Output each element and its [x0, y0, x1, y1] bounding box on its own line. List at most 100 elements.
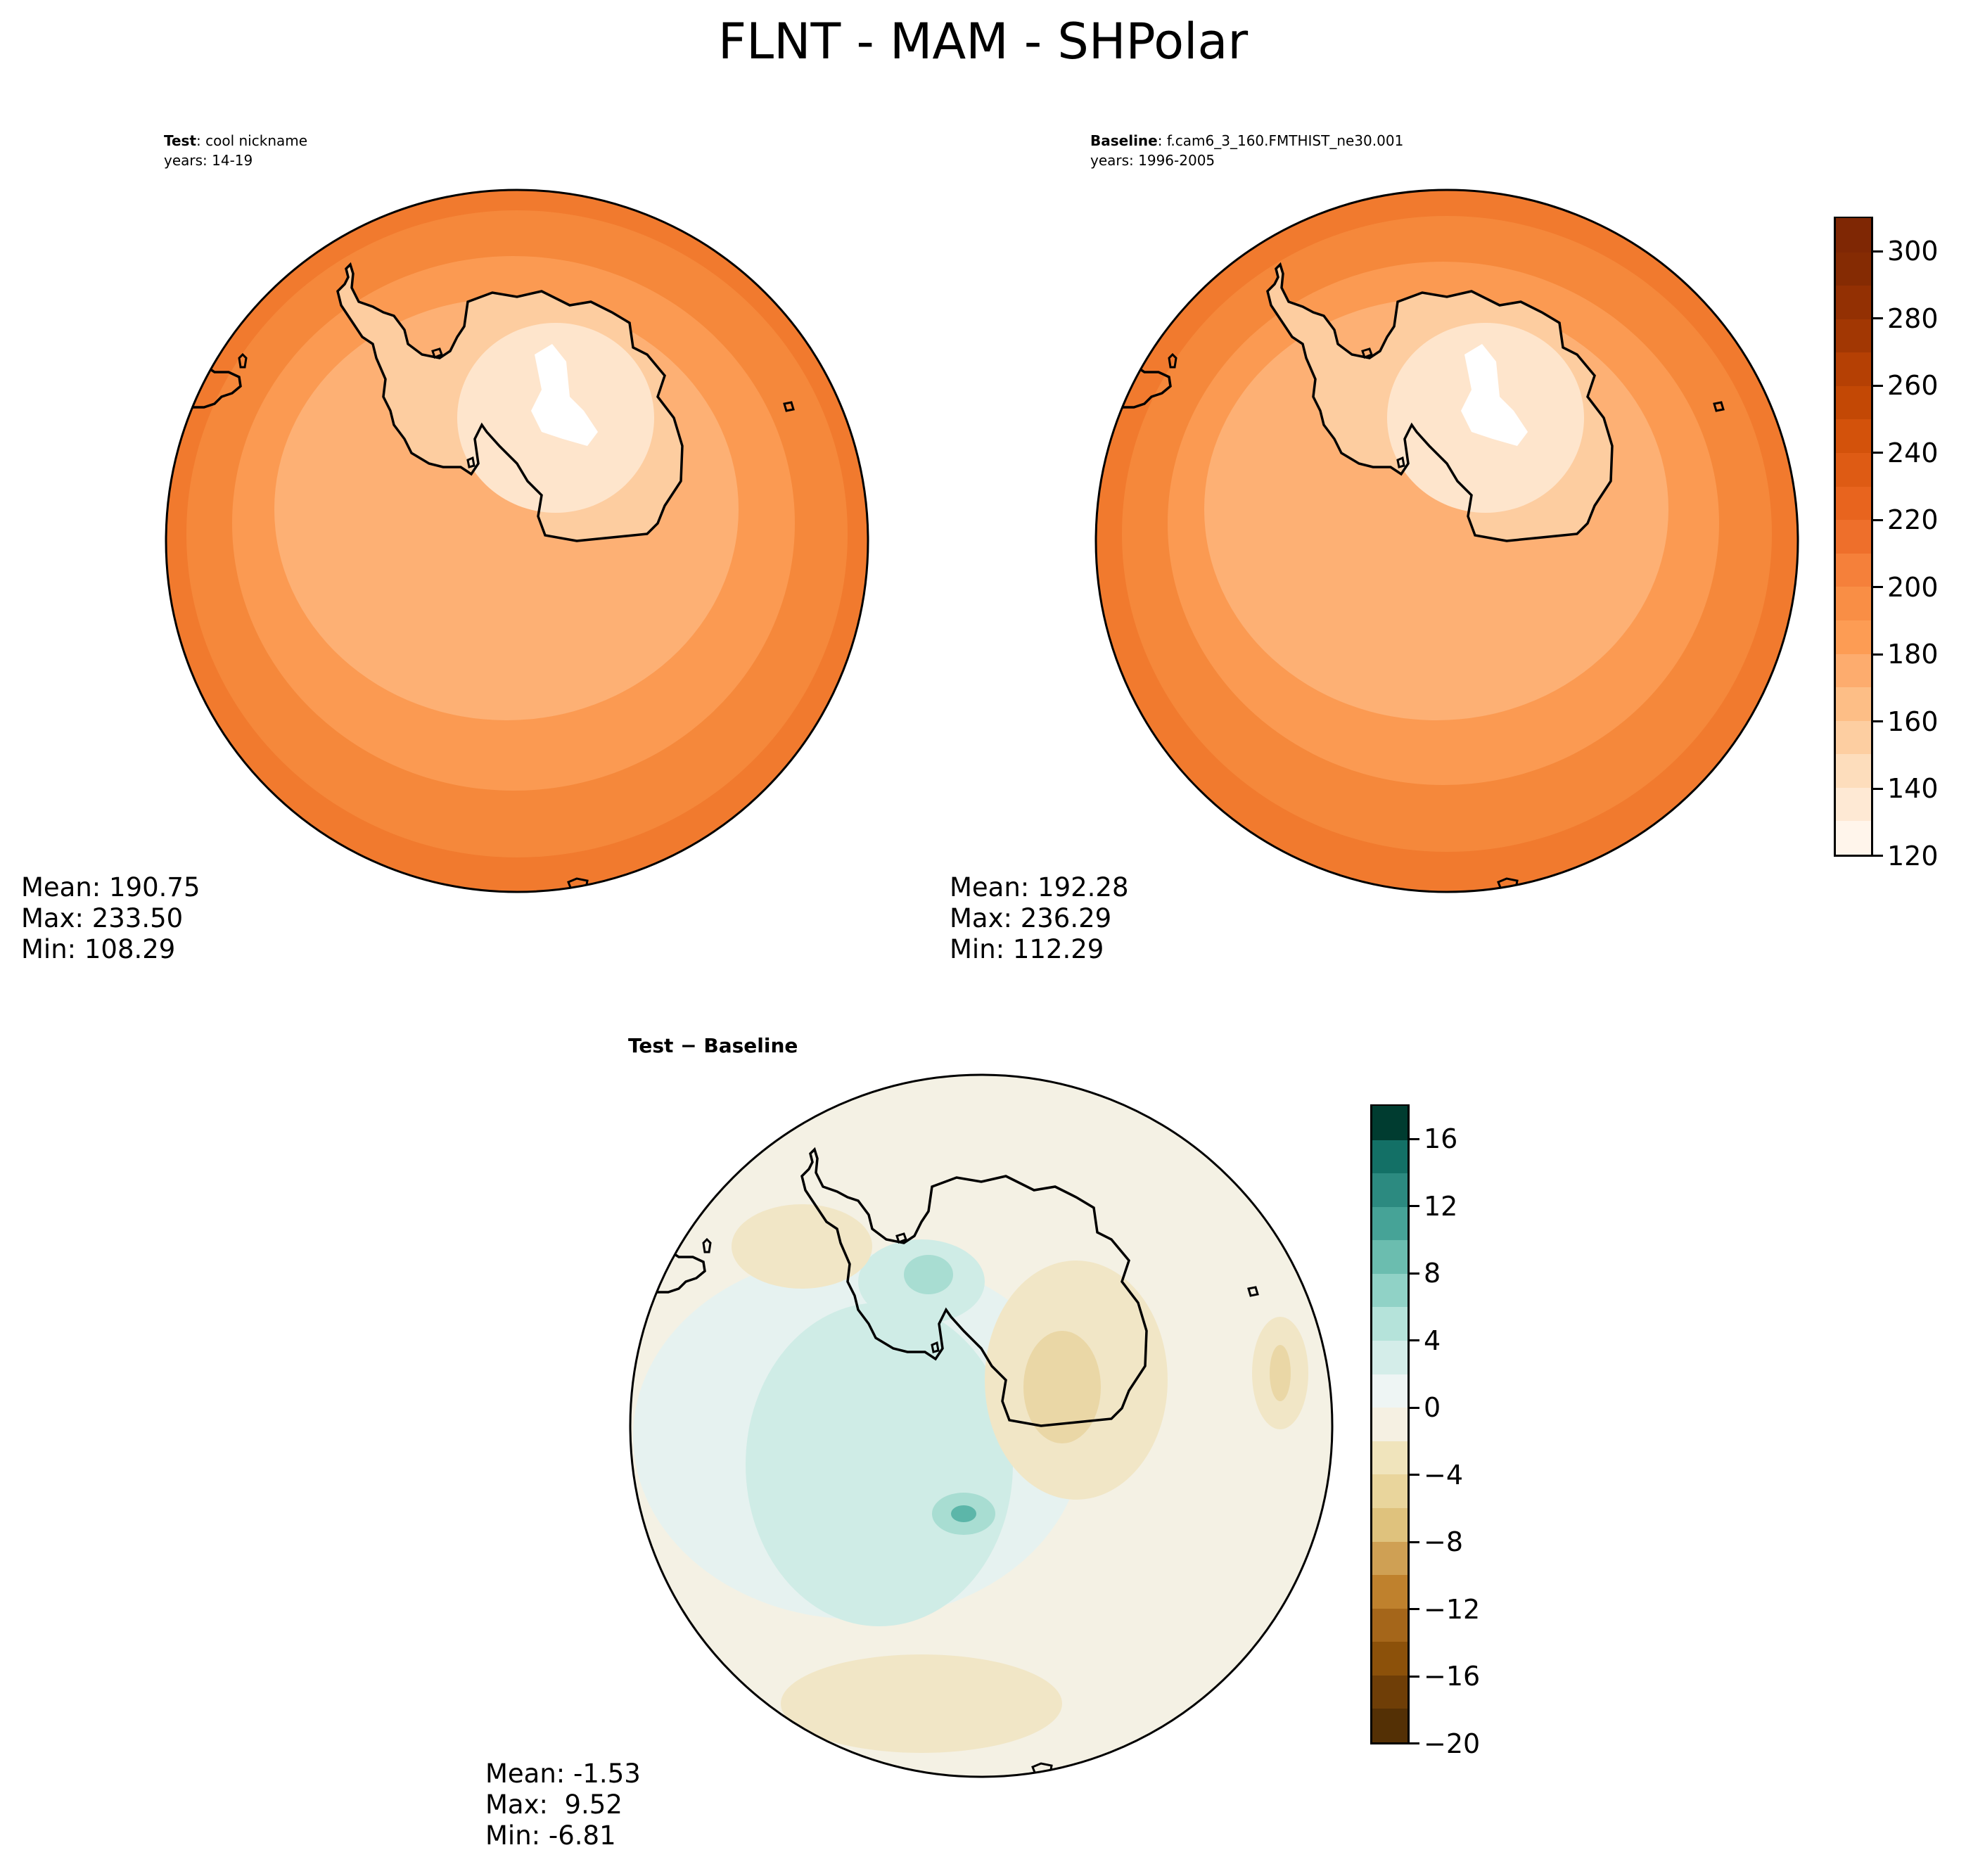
- diff-colorbar-tick-mark: [1410, 1339, 1419, 1342]
- main-colorbar-tick-label: 260: [1887, 370, 1939, 402]
- diff-colorbar-tick-label: 0: [1424, 1392, 1441, 1424]
- main-colorbar-band: [1836, 218, 1871, 253]
- main-colorbar-band: [1836, 486, 1871, 521]
- test-max: Max: 233.50: [21, 903, 184, 933]
- main-colorbar-band: [1836, 820, 1871, 855]
- diff-colorbar-tick-label: −20: [1424, 1728, 1481, 1759]
- diff-colorbar-band: [1372, 1140, 1408, 1174]
- main-colorbar-band: [1836, 252, 1871, 286]
- diff-colorbar-tick-mark: [1410, 1137, 1419, 1140]
- main-colorbar-tick-mark: [1873, 586, 1883, 589]
- main-colorbar-tick-mark: [1873, 653, 1883, 656]
- diff-colorbar-band: [1372, 1173, 1408, 1207]
- main-colorbar-band: [1836, 319, 1871, 353]
- test-min: Min: 108.29: [21, 934, 176, 964]
- diff-colorbar-tick-mark: [1410, 1742, 1419, 1744]
- main-colorbar-tick-mark: [1873, 855, 1883, 857]
- test-subtitle: Test: cool nickname years: 14-19: [164, 132, 308, 169]
- main-colorbar-tick-label: 140: [1887, 773, 1939, 805]
- diff-colorbar-tick-label: 4: [1424, 1325, 1441, 1356]
- main-colorbar-tick-label: 180: [1887, 639, 1939, 670]
- baseline-label: Baseline: [1090, 132, 1158, 149]
- diff-island-4: [931, 1341, 940, 1353]
- main-colorbar-band: [1836, 553, 1871, 587]
- diff-contour-6: [951, 1505, 976, 1522]
- figure-title: FLNT - MAM - SHPolar: [717, 13, 1249, 70]
- main-colorbar-tick-label: 220: [1887, 504, 1939, 536]
- main-colorbar-tick-mark: [1873, 518, 1883, 521]
- diff-contour-10: [732, 1204, 872, 1289]
- baseline-years: years: 1996-2005: [1090, 152, 1215, 169]
- diff-colorbar-tick-label: −16: [1424, 1661, 1481, 1692]
- main-colorbar-band: [1836, 653, 1871, 688]
- baseline-field: [1095, 189, 1799, 893]
- main-colorbar-tick-label: 300: [1887, 236, 1939, 267]
- baseline-name: f.cam6_3_160.FMTHIST_ne30.001: [1166, 132, 1404, 149]
- diff-map-border: [629, 1073, 1334, 1778]
- diff-mean: Mean: -1.53: [485, 1759, 641, 1789]
- main-colorbar-tick-label: 120: [1887, 840, 1939, 872]
- main-colorbar-band: [1836, 285, 1871, 319]
- diff-colorbar-tick-label: 12: [1424, 1190, 1458, 1222]
- baseline-subtitle: Baseline: f.cam6_3_160.FMTHIST_ne30.001 …: [1090, 132, 1404, 169]
- diff-colorbar-band: [1372, 1306, 1408, 1341]
- diff-contour-9: [781, 1654, 1062, 1753]
- test-name: cool nickname: [205, 132, 308, 149]
- diff-colorbar-band: [1372, 1273, 1408, 1308]
- diff-colorbar-band: [1372, 1540, 1408, 1576]
- diff-title: Test − Baseline: [628, 1034, 798, 1057]
- diff-colorbar-band: [1372, 1407, 1408, 1441]
- diff-colorbar-tick-mark: [1410, 1675, 1419, 1678]
- main-colorbar-tick-mark: [1873, 787, 1883, 790]
- main-colorbar-tick-label: 240: [1887, 437, 1939, 468]
- diff-colorbar-band: [1372, 1239, 1408, 1274]
- diff-colorbar-band: [1372, 1474, 1408, 1508]
- test-stats: Mean: 190.75 Max: 233.50 Min: 108.29: [21, 872, 200, 965]
- test-island-0: [238, 352, 248, 369]
- diff-coastline: [800, 1147, 1148, 1427]
- baseline-island-0: [1168, 352, 1177, 369]
- main-colorbar-band: [1836, 385, 1871, 420]
- diff-contour-2: [746, 1303, 1013, 1626]
- main-colorbar-tick-mark: [1873, 452, 1883, 454]
- test-map: [165, 189, 869, 893]
- diff-field: [630, 1074, 1333, 1778]
- test-contour-6: [531, 344, 598, 446]
- test-island-4: [466, 456, 475, 468]
- main-colorbar-band: [1836, 519, 1871, 554]
- diff-colorbar-tick-label: 16: [1424, 1123, 1458, 1155]
- main-colorbar: [1834, 217, 1873, 857]
- diff-colorbar-band: [1372, 1708, 1408, 1742]
- diff-contour-12: [1270, 1345, 1291, 1401]
- diff-colorbar-band: [1372, 1441, 1408, 1475]
- baseline-island-1: [1713, 401, 1725, 412]
- baseline-mean: Mean: 192.28: [950, 872, 1129, 902]
- baseline-map-border: [1094, 189, 1799, 893]
- diff-colorbar-band: [1372, 1574, 1408, 1609]
- diff-colorbar-tick-label: −12: [1424, 1593, 1481, 1625]
- main-colorbar-band: [1836, 687, 1871, 721]
- diff-min: Min: -6.81: [485, 1820, 616, 1851]
- main-colorbar-band: [1836, 352, 1871, 386]
- main-colorbar-tick-label: 280: [1887, 302, 1939, 334]
- diff-colorbar-band: [1372, 1608, 1408, 1642]
- diff-colorbar-tick-mark: [1410, 1205, 1419, 1208]
- test-label: Test: [164, 132, 197, 149]
- baseline-stats: Mean: 192.28 Max: 236.29 Min: 112.29: [950, 872, 1129, 965]
- baseline-map: [1094, 189, 1799, 893]
- test-years: years: 14-19: [164, 152, 253, 169]
- diff-colorbar-tick-mark: [1410, 1540, 1419, 1543]
- test-island-3: [431, 347, 443, 359]
- baseline-island-3: [1361, 347, 1373, 359]
- main-colorbar-band: [1836, 753, 1871, 788]
- test-mean: Mean: 190.75: [21, 872, 200, 902]
- baseline-coastline: [1266, 262, 1614, 542]
- baseline-max: Max: 236.29: [950, 903, 1112, 933]
- diff-contour-8: [1023, 1331, 1101, 1443]
- diff-max: Max: 9.52: [485, 1789, 623, 1820]
- test-field: [165, 189, 869, 893]
- diff-island-1: [1247, 1286, 1259, 1297]
- main-colorbar-tick-label: 200: [1887, 571, 1939, 603]
- main-colorbar-tick-mark: [1873, 317, 1883, 320]
- diff-colorbar-band: [1372, 1206, 1408, 1241]
